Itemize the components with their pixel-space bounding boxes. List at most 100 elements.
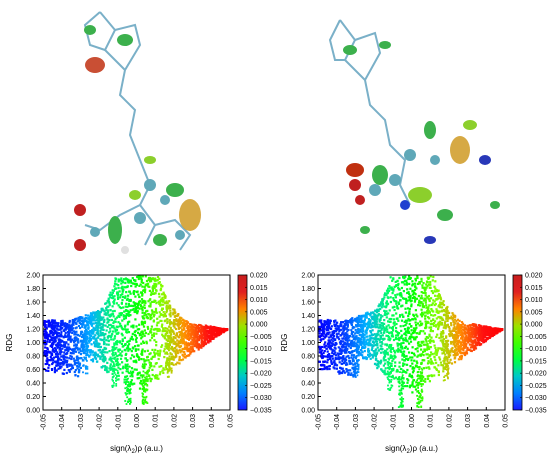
data-point (44, 362, 47, 366)
data-point (419, 354, 422, 357)
data-point (442, 329, 445, 333)
data-point (428, 380, 431, 383)
data-point (440, 336, 443, 339)
data-point (424, 324, 428, 327)
data-point (112, 384, 115, 387)
data-point (157, 292, 161, 295)
data-point (103, 336, 106, 339)
data-point (396, 370, 399, 373)
data-point (407, 291, 410, 294)
data-point (126, 285, 129, 288)
data-point (89, 353, 92, 356)
data-point (90, 316, 93, 320)
data-point (113, 372, 116, 374)
data-point (403, 320, 406, 323)
data-point (184, 331, 187, 334)
data-point (65, 371, 68, 375)
data-point (56, 361, 59, 364)
data-point (131, 338, 134, 341)
data-point (136, 312, 139, 315)
data-point (56, 323, 60, 326)
data-point (95, 332, 98, 335)
data-point (209, 339, 212, 342)
data-point (145, 375, 148, 378)
data-point (372, 354, 376, 357)
data-point (395, 300, 398, 303)
data-point (480, 339, 483, 342)
data-point (126, 375, 129, 377)
data-point (398, 288, 401, 291)
data-point (140, 307, 143, 310)
data-point (367, 351, 370, 354)
data-point (460, 341, 463, 344)
data-point (162, 303, 165, 306)
data-point (82, 365, 84, 367)
data-point (392, 297, 395, 300)
data-point (188, 338, 191, 341)
x-tick-label: 0.02 (171, 414, 178, 428)
data-point (416, 282, 419, 285)
data-point (388, 285, 391, 288)
data-point (179, 351, 182, 354)
colorbar-tick-label: 0.020 (250, 273, 268, 280)
data-point (118, 315, 121, 318)
data-point (403, 328, 407, 331)
data-point (48, 359, 51, 362)
data-point (200, 334, 203, 337)
data-point (78, 369, 81, 372)
data-point (324, 324, 327, 327)
data-point (99, 318, 102, 322)
data-point (126, 309, 129, 312)
data-point (335, 333, 338, 336)
data-point (139, 300, 142, 303)
data-point (181, 342, 184, 345)
data-point (121, 289, 124, 292)
data-point (328, 347, 331, 350)
data-point (376, 332, 379, 335)
data-point (60, 355, 63, 358)
data-point (459, 333, 462, 336)
data-point (102, 316, 105, 319)
data-point (154, 309, 158, 313)
data-point (114, 317, 117, 320)
data-point (162, 367, 165, 370)
data-point (203, 341, 206, 345)
data-point (128, 385, 130, 388)
data-point (58, 325, 62, 328)
data-point (167, 376, 170, 378)
data-point (159, 289, 162, 292)
data-point (407, 315, 410, 318)
data-point (179, 326, 182, 329)
data-point (120, 301, 123, 304)
data-point (111, 346, 114, 348)
data-point (389, 300, 392, 304)
data-point (415, 360, 418, 363)
data-point (137, 275, 140, 278)
data-point (53, 347, 56, 350)
data-point (145, 379, 147, 382)
data-point (143, 383, 146, 386)
data-point (463, 324, 466, 327)
data-point (376, 334, 379, 337)
data-point (432, 275, 435, 279)
data-point (124, 392, 127, 394)
data-point (126, 321, 130, 324)
data-point (70, 338, 73, 341)
data-point (427, 308, 430, 311)
data-point (457, 334, 460, 338)
data-point (57, 328, 60, 331)
data-point (121, 361, 124, 364)
data-point (345, 332, 348, 335)
data-point (150, 331, 153, 334)
data-point (112, 380, 114, 382)
data-point (428, 298, 431, 301)
data-point (51, 362, 54, 366)
data-point (54, 348, 58, 351)
data-point (138, 307, 141, 310)
data-point (439, 298, 443, 301)
data-point (53, 350, 56, 354)
data-point (348, 356, 351, 360)
data-point (127, 294, 130, 297)
data-point (150, 300, 154, 303)
data-point (402, 281, 405, 284)
